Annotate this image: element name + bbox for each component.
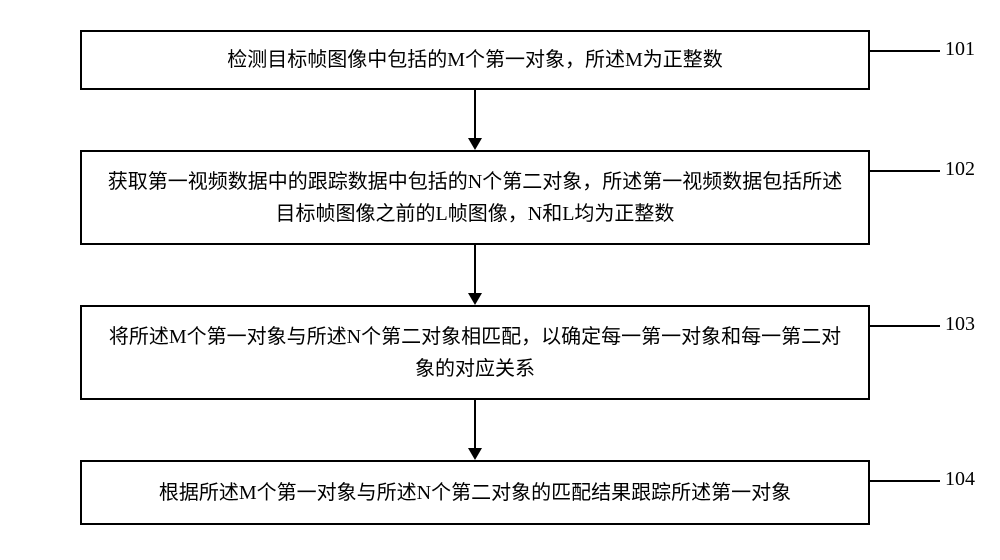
- step-box-104: 根据所述M个第一对象与所述N个第二对象的匹配结果跟踪所述第一对象: [80, 460, 870, 525]
- step-text-102: 获取第一视频数据中的跟踪数据中包括的N个第二对象，所述第一视频数据包括所述目标帧…: [102, 166, 848, 230]
- arrow-head-3: [468, 448, 482, 460]
- step-box-101: 检测目标帧图像中包括的M个第一对象，所述M为正整数: [80, 30, 870, 90]
- step-text-103: 将所述M个第一对象与所述N个第二对象相匹配，以确定每一第一对象和每一第二对象的对…: [102, 321, 848, 385]
- label-connector-101: [870, 50, 940, 52]
- arrow-head-2: [468, 293, 482, 305]
- step-box-102: 获取第一视频数据中的跟踪数据中包括的N个第二对象，所述第一视频数据包括所述目标帧…: [80, 150, 870, 245]
- label-connector-102: [870, 170, 940, 172]
- arrow-2: [474, 245, 476, 293]
- step-label-104: 104: [945, 468, 975, 491]
- label-connector-103: [870, 325, 940, 327]
- step-box-103: 将所述M个第一对象与所述N个第二对象相匹配，以确定每一第一对象和每一第二对象的对…: [80, 305, 870, 400]
- step-label-103: 103: [945, 313, 975, 336]
- label-connector-104: [870, 480, 940, 482]
- step-label-102: 102: [945, 158, 975, 181]
- flowchart-canvas: 检测目标帧图像中包括的M个第一对象，所述M为正整数 101 获取第一视频数据中的…: [0, 0, 1000, 560]
- arrow-head-1: [468, 138, 482, 150]
- arrow-1: [474, 90, 476, 138]
- step-text-104: 根据所述M个第一对象与所述N个第二对象的匹配结果跟踪所述第一对象: [159, 477, 791, 509]
- arrow-3: [474, 400, 476, 448]
- step-text-101: 检测目标帧图像中包括的M个第一对象，所述M为正整数: [227, 44, 723, 76]
- step-label-101: 101: [945, 38, 975, 61]
